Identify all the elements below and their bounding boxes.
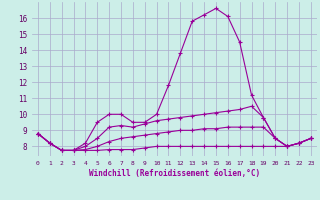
X-axis label: Windchill (Refroidissement éolien,°C): Windchill (Refroidissement éolien,°C) bbox=[89, 169, 260, 178]
